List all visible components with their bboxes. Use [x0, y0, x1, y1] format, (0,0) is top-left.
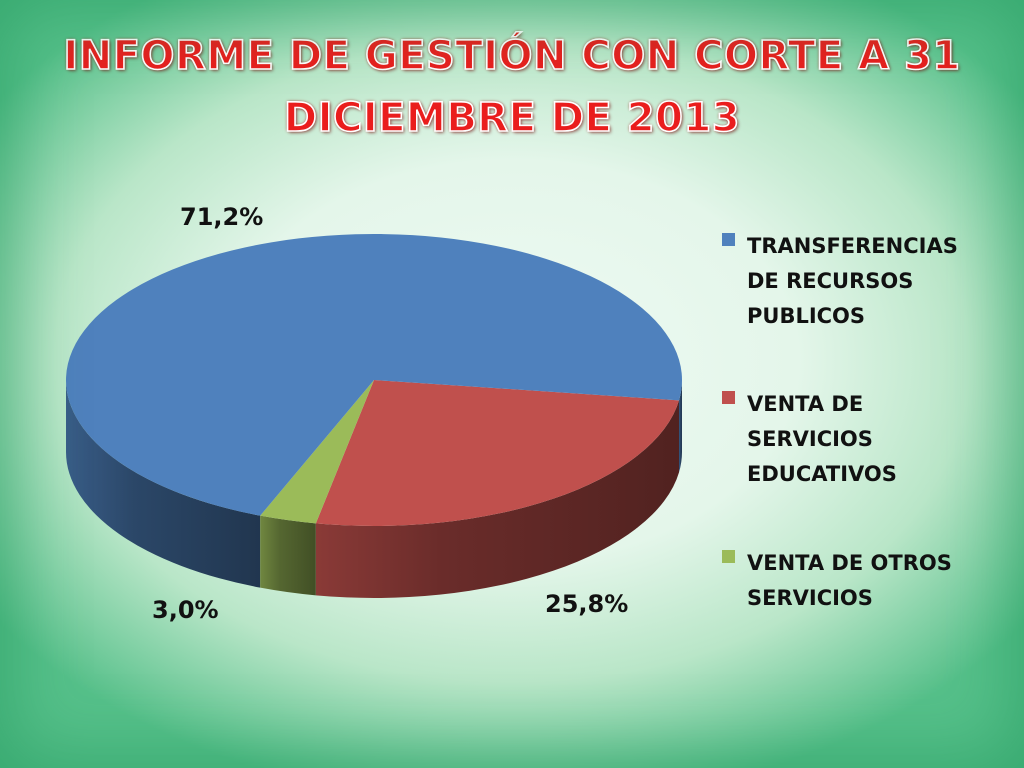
- pie-side-servicios-educativos: [315, 400, 680, 598]
- pie-side-transferencias: [66, 380, 261, 588]
- pie-slice-transferencias: [66, 234, 683, 516]
- legend-label-servicios-educativos: VENTA DE SERVICIOS EDUCATIVOS: [747, 392, 897, 486]
- legend-swatch-blue: [722, 233, 735, 246]
- legend-label-transferencias: TRANSFERENCIAS DE RECURSOS PUBLICOS: [747, 234, 958, 328]
- legend-swatch-green: [722, 550, 735, 563]
- pie-slice-otros-servicios: [260, 380, 374, 524]
- pie-side-otros-servicios: [260, 515, 316, 596]
- data-label-servicios-educativos: 25,8%: [545, 590, 629, 618]
- legend-label-otros-servicios: VENTA DE OTROS SERVICIOS: [747, 551, 952, 610]
- pie-slice-servicios-educativos: [315, 380, 680, 526]
- legend-swatch-red: [722, 391, 735, 404]
- slide-title-line1: INFORME DE GESTIÓN CON CORTE A 31: [63, 32, 961, 80]
- slide-title-line2: DICIEMBRE DE 2013: [283, 94, 741, 142]
- data-label-transferencias: 71,2%: [180, 203, 264, 231]
- pie-side-transferencias: [679, 380, 682, 473]
- data-label-otros-servicios: 3,0%: [152, 596, 219, 624]
